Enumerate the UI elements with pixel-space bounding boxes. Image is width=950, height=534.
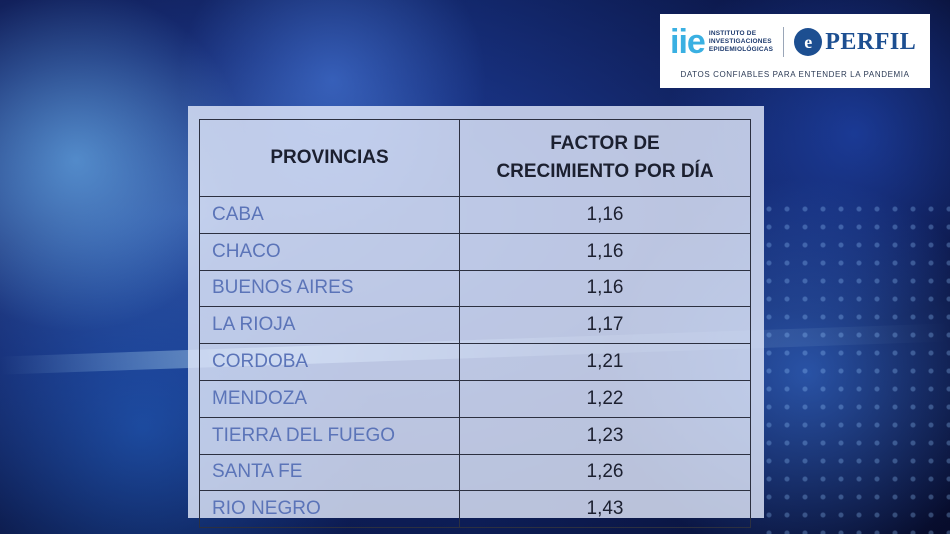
growth-factor-value: 1,23 xyxy=(459,416,751,455)
growth-factor-value: 1,16 xyxy=(459,269,751,308)
perfil-logo-icon: e xyxy=(794,28,823,56)
growth-factor-value: 1,16 xyxy=(459,196,751,234)
iie-logo: iie INSTITUTO DE INVESTIGACIONES EPIDEMI… xyxy=(670,25,773,59)
table-row: SANTA FE 1,26 xyxy=(199,453,751,492)
province-name: TIERRA DEL FUEGO xyxy=(199,416,460,455)
header-growth-factor-line1: FACTOR DE xyxy=(550,133,660,154)
province-name: BUENOS AIRES xyxy=(199,269,460,308)
iie-logo-text: INSTITUTO DE INVESTIGACIONES EPIDEMIOLÓG… xyxy=(709,30,773,54)
province-name: CABA xyxy=(199,196,460,234)
table-row: MENDOZA 1,22 xyxy=(199,379,751,418)
iie-line-2: INVESTIGACIONES xyxy=(708,38,772,45)
growth-factor-value: 1,26 xyxy=(459,453,751,492)
perfil-logo: e PERFIL xyxy=(794,28,916,56)
province-name: LA RIOJA xyxy=(199,306,460,345)
table-row: TIERRA DEL FUEGO 1,23 xyxy=(199,416,751,455)
table-row: CABA 1,16 xyxy=(199,196,751,234)
logo-banner: iie INSTITUTO DE INVESTIGACIONES EPIDEMI… xyxy=(660,14,930,88)
growth-factor-value: 1,43 xyxy=(459,490,751,529)
growth-factor-value: 1,21 xyxy=(459,343,751,381)
province-name: MENDOZA xyxy=(199,379,460,418)
table-body: CABA 1,16 CHACO 1,16 BUENOS AIRES 1,16 LA RIOJ… xyxy=(199,196,751,529)
logo-divider xyxy=(783,27,785,57)
header-growth-factor-line2: CRECIMIENTO POR DÍA xyxy=(496,161,714,182)
header-provinces: PROVINCIAS xyxy=(199,119,460,197)
growth-factor-value: 1,22 xyxy=(459,379,751,418)
logo-tagline: DATOS CONFIABLES PARA ENTENDER LA PANDEM… xyxy=(680,70,910,79)
province-name: CHACO xyxy=(199,232,460,271)
iie-line-3: EPIDEMIOLÓGICAS xyxy=(708,46,774,53)
province-name: CORDOBA xyxy=(199,343,460,381)
growth-factor-value: 1,16 xyxy=(459,232,751,271)
perfil-logo-word: PERFIL xyxy=(825,28,917,55)
logo-row: iie INSTITUTO DE INVESTIGACIONES EPIDEMI… xyxy=(670,20,920,64)
table-row: CORDOBA 1,21 xyxy=(199,343,751,381)
province-name: RIO NEGRO xyxy=(199,490,460,529)
background-bokeh xyxy=(760,200,950,534)
perfil-logo-initial: e xyxy=(804,31,813,52)
table-header-row: PROVINCIAS FACTOR DE CRECIMIENTO POR DÍA xyxy=(199,119,751,197)
header-growth-factor: FACTOR DE CRECIMIENTO POR DÍA xyxy=(459,119,751,197)
growth-factor-value: 1,17 xyxy=(459,306,751,345)
table-row: CHACO 1,16 xyxy=(199,232,751,271)
table-row: LA RIOJA 1,17 xyxy=(199,306,751,345)
table-row: BUENOS AIRES 1,16 xyxy=(199,269,751,308)
iie-logo-letters: iie xyxy=(670,23,706,61)
provinces-growth-table: PROVINCIAS FACTOR DE CRECIMIENTO POR DÍA… xyxy=(199,119,751,529)
iie-line-1: INSTITUTO DE xyxy=(708,30,757,37)
province-name: SANTA FE xyxy=(199,453,460,492)
table-row: RIO NEGRO 1,43 xyxy=(199,490,751,529)
